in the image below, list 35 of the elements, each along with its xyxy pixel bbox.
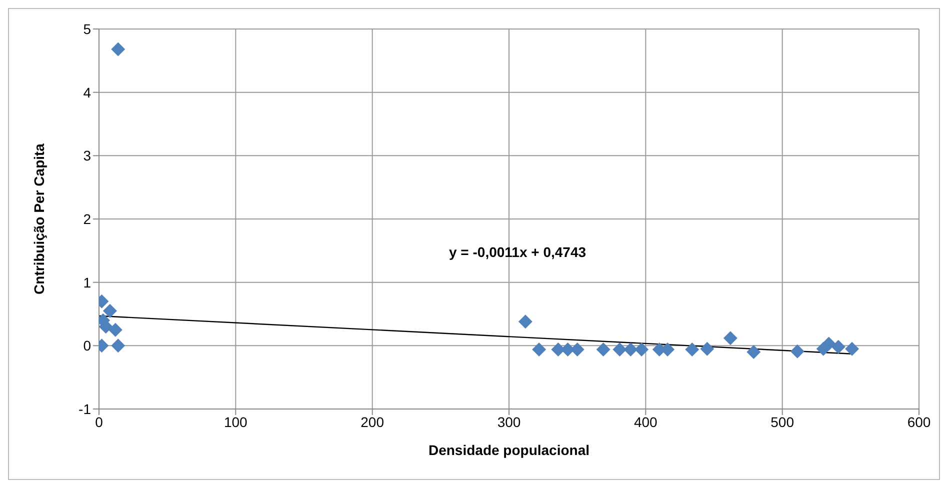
y-tick-label: 1 [83,274,92,290]
annotation: y = -0,0011x + 0,4743 [449,244,586,260]
y-tick-label: 5 [83,20,92,37]
point [822,336,836,351]
point [518,314,532,329]
point [102,304,117,318]
y-tick-label: 0 [83,338,92,354]
y-tick-label: 4 [83,84,92,100]
point [624,342,638,356]
point [700,342,714,356]
point [108,322,122,337]
point [723,331,738,346]
x-tick-label: 300 [497,414,521,430]
point [612,342,627,356]
point [532,342,546,356]
point [111,42,126,56]
point [845,342,860,356]
x-tick-label: 200 [360,414,384,430]
point [746,345,761,359]
point [790,344,804,358]
x-tick-label: 100 [224,414,248,430]
point [111,338,126,353]
y-tick-label: 2 [83,210,92,227]
x-tick-label: 500 [770,414,794,430]
x-tick-label: 0 [95,414,104,430]
x-tick-label: 400 [634,414,658,430]
point [596,342,610,356]
point [685,342,700,356]
y-axis-title: Cntribuição Per Capita [30,143,47,294]
y-tick-label: 3 [83,148,92,164]
point [634,342,649,356]
x-tick-label: 600 [907,414,931,430]
x-axis-title: Densidade populacional [428,442,590,458]
y-tick-label: -1 [78,400,92,417]
point [831,340,846,354]
